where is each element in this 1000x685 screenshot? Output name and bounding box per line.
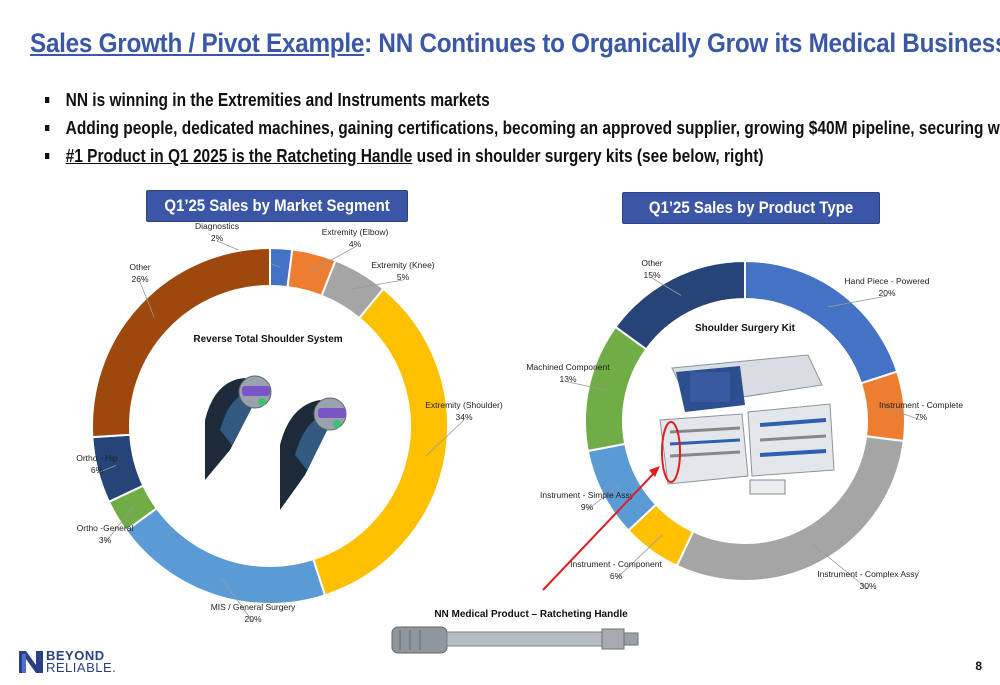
slice-value-label: 3% [99, 535, 112, 545]
market-segment-donut: Diagnostics 2% Extremity (Elbow) 4% Extremit… [76, 221, 503, 624]
bullet-text: used in shoulder surgery kits (see below… [412, 146, 764, 166]
leader-line [812, 544, 869, 590]
bullet-list: NN is winning in the Extremities and Ins… [45, 86, 1000, 170]
slice-label: Instrument - Complex Assy [817, 569, 919, 579]
page-number: 8 [975, 659, 982, 673]
leader-line [827, 295, 888, 308]
market-segment-chart-title: Q1’25 Sales by Market Segment [146, 190, 408, 222]
slide-title-underlined: Sales Growth / Pivot Example [30, 28, 365, 58]
leader-line [309, 246, 356, 273]
slice-label: Hand Piece - Powered [844, 276, 929, 286]
slice-value-label: 34% [455, 412, 472, 422]
shoulder-implant-image: Reverse Total Shoulder System [193, 334, 347, 510]
bullet-item: #1 Product in Q1 2025 is the Ratcheting … [45, 142, 853, 170]
bullet-marker [45, 125, 50, 131]
slice-label: Instrument - Simple Assy [540, 490, 635, 500]
slice-value-label: 9% [581, 502, 594, 512]
ratcheting-handle-image: NN Medical Product – Ratcheting Handle [391, 609, 639, 654]
slice-other [91, 246, 271, 439]
slice-value-label: 26% [131, 274, 148, 284]
bullet-marker [45, 97, 50, 103]
bullet-item: NN is winning in the Extremities and Ins… [45, 86, 853, 114]
bullet-marker [45, 153, 50, 159]
slice-value-label: 5% [397, 272, 410, 282]
slice-value-label: 6% [91, 465, 104, 475]
slice-value-label: 4% [349, 239, 362, 249]
shoulder-system-label: Reverse Total Shoulder System [193, 334, 342, 345]
slice-value-label: 7% [915, 412, 928, 422]
product-type-donut: Hand Piece - Powered 20% Instrument - Comp… [526, 258, 963, 591]
leader-line [615, 534, 663, 580]
slice-label: Instrument - Complete [879, 400, 963, 410]
leader-line [586, 484, 620, 511]
slice-value-label: 20% [878, 288, 895, 298]
slice-mis-general-surgery [124, 506, 327, 605]
leader-line [567, 381, 608, 391]
slice-label: Instrument - Component [570, 559, 662, 569]
slice-value-label: 20% [244, 614, 261, 624]
bullet-text-underlined: #1 Product in Q1 2025 is the Ratcheting … [65, 146, 413, 166]
leader-line [139, 281, 155, 318]
slice-machined-component [584, 325, 648, 453]
slide-title-rest: : NN Continues to Organically Grow its M… [364, 28, 1000, 58]
slice-label: Other [641, 258, 662, 268]
leader-line [96, 465, 117, 474]
slice-label: Ortho - Hip [76, 453, 118, 463]
leader-line [350, 279, 404, 290]
bullet-text: NN is winning in the Extremities and Ins… [65, 90, 490, 110]
slice-label: Other [129, 262, 150, 272]
leader-line [425, 419, 465, 457]
slice-value-label: 30% [859, 581, 876, 591]
slice-value-label: 15% [643, 270, 660, 280]
red-arrow [542, 469, 658, 591]
red-arrow-head [649, 466, 660, 477]
leader-line [885, 407, 922, 421]
product-type-chart-title: Q1’25 Sales by Product Type [622, 192, 880, 224]
handle-label: NN Medical Product – Ratcheting Handle [434, 609, 628, 620]
company-logo: BEYOND RELIABLE. [18, 648, 158, 676]
leader-line [651, 277, 682, 296]
bullet-text: Adding people, dedicated machines, gaini… [65, 118, 1000, 138]
slice-label: Extremity (Shoulder) [425, 400, 503, 410]
surgery-kit-image: Shoulder Surgery Kit [659, 323, 835, 495]
slice-label: Extremity (Knee) [371, 260, 434, 270]
slice-label: Extremity (Elbow) [322, 227, 389, 237]
slice-value-label: 13% [559, 374, 576, 384]
slice-label: Ortho -General [77, 523, 134, 533]
logo-icon [19, 651, 43, 673]
logo-line1: BEYOND [46, 648, 105, 663]
logo-line2: RELIABLE. [46, 660, 117, 675]
slice-label: MIS / General Surgery [211, 602, 296, 612]
slice-value-label: 2% [211, 233, 224, 243]
slice-other [614, 259, 746, 351]
slice-label: Diagnostics [195, 221, 239, 231]
slide-title: Sales Growth / Pivot Example: NN Continu… [30, 28, 1000, 59]
slice-label: Machined Component [526, 362, 610, 372]
leader-line [220, 576, 254, 623]
bullet-item: Adding people, dedicated machines, gaini… [45, 114, 1000, 142]
surgery-kit-label: Shoulder Surgery Kit [695, 323, 796, 334]
leader-line [104, 506, 134, 544]
slice-value-label: 6% [610, 571, 623, 581]
